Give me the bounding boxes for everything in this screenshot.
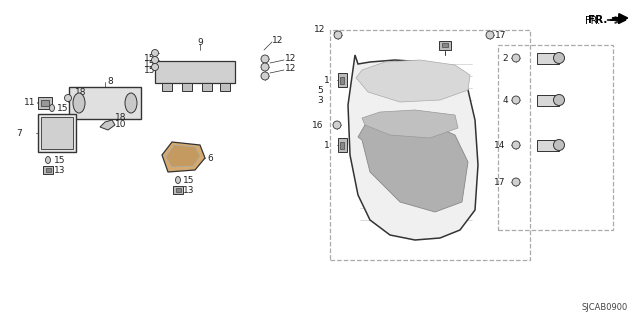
Text: 12: 12 bbox=[285, 53, 296, 62]
Bar bbox=[43, 166, 53, 174]
Text: 15: 15 bbox=[144, 53, 156, 62]
Circle shape bbox=[554, 52, 564, 63]
Text: 12: 12 bbox=[272, 36, 284, 44]
Text: 12: 12 bbox=[285, 63, 296, 73]
Polygon shape bbox=[358, 120, 468, 212]
Text: 17: 17 bbox=[493, 178, 505, 187]
Text: 15: 15 bbox=[144, 60, 156, 68]
Text: 6: 6 bbox=[207, 154, 212, 163]
Bar bbox=[69, 87, 141, 119]
Bar bbox=[337, 138, 346, 152]
Bar bbox=[330, 30, 530, 260]
Text: 9: 9 bbox=[197, 37, 203, 46]
Polygon shape bbox=[348, 55, 478, 240]
Circle shape bbox=[486, 31, 494, 39]
Ellipse shape bbox=[45, 156, 51, 164]
Polygon shape bbox=[100, 120, 115, 130]
Bar bbox=[340, 76, 344, 84]
Circle shape bbox=[512, 141, 520, 149]
Polygon shape bbox=[166, 145, 200, 167]
Ellipse shape bbox=[175, 177, 180, 183]
Bar bbox=[537, 52, 559, 63]
Bar bbox=[537, 94, 559, 106]
Ellipse shape bbox=[73, 93, 85, 113]
Circle shape bbox=[261, 72, 269, 80]
Bar bbox=[498, 45, 613, 230]
Polygon shape bbox=[362, 110, 458, 138]
Bar bbox=[38, 114, 76, 152]
Bar bbox=[175, 188, 180, 192]
Circle shape bbox=[65, 94, 72, 101]
Text: 18: 18 bbox=[75, 87, 86, 97]
Text: 12: 12 bbox=[314, 25, 325, 34]
Bar bbox=[220, 83, 230, 91]
Bar bbox=[162, 83, 172, 91]
Bar bbox=[537, 140, 559, 150]
Bar bbox=[439, 41, 451, 50]
Text: 2: 2 bbox=[502, 53, 508, 62]
Text: 18: 18 bbox=[115, 113, 127, 122]
Text: 1: 1 bbox=[324, 140, 330, 149]
Polygon shape bbox=[162, 142, 205, 172]
Circle shape bbox=[554, 94, 564, 106]
Text: FR.: FR. bbox=[585, 16, 600, 26]
Circle shape bbox=[333, 121, 341, 129]
Circle shape bbox=[152, 63, 159, 70]
Text: SJCAB0900: SJCAB0900 bbox=[582, 303, 628, 312]
Circle shape bbox=[334, 31, 342, 39]
Text: 15: 15 bbox=[57, 103, 68, 113]
Text: 16: 16 bbox=[312, 121, 323, 130]
Text: 17: 17 bbox=[495, 30, 506, 39]
Circle shape bbox=[554, 140, 564, 150]
Text: FR.: FR. bbox=[588, 15, 607, 25]
Circle shape bbox=[261, 55, 269, 63]
Bar bbox=[182, 83, 192, 91]
Text: 15: 15 bbox=[144, 66, 156, 75]
Text: 10: 10 bbox=[115, 119, 127, 129]
Text: 11: 11 bbox=[24, 98, 35, 107]
Bar bbox=[202, 83, 212, 91]
Text: 15: 15 bbox=[54, 156, 65, 164]
Circle shape bbox=[152, 50, 159, 57]
Text: 15: 15 bbox=[183, 175, 195, 185]
Bar bbox=[41, 117, 73, 149]
Text: 14: 14 bbox=[493, 140, 505, 149]
Ellipse shape bbox=[49, 105, 54, 111]
Text: 3: 3 bbox=[317, 95, 323, 105]
Bar bbox=[340, 141, 344, 148]
Bar bbox=[155, 61, 235, 83]
Polygon shape bbox=[356, 60, 470, 102]
Circle shape bbox=[512, 178, 520, 186]
Text: 7: 7 bbox=[16, 129, 22, 138]
Ellipse shape bbox=[125, 93, 137, 113]
Circle shape bbox=[261, 63, 269, 71]
Text: 4: 4 bbox=[502, 95, 508, 105]
Bar bbox=[337, 73, 346, 87]
Bar bbox=[173, 186, 183, 194]
Text: 8: 8 bbox=[107, 76, 113, 85]
Bar bbox=[45, 168, 51, 172]
Circle shape bbox=[512, 54, 520, 62]
Circle shape bbox=[512, 96, 520, 104]
Circle shape bbox=[152, 57, 159, 63]
Bar bbox=[41, 100, 49, 106]
Text: 13: 13 bbox=[54, 165, 65, 174]
Text: 5: 5 bbox=[317, 85, 323, 94]
Text: 13: 13 bbox=[183, 186, 195, 195]
Text: 1: 1 bbox=[324, 76, 330, 84]
Bar bbox=[442, 43, 448, 47]
Bar bbox=[38, 97, 52, 109]
